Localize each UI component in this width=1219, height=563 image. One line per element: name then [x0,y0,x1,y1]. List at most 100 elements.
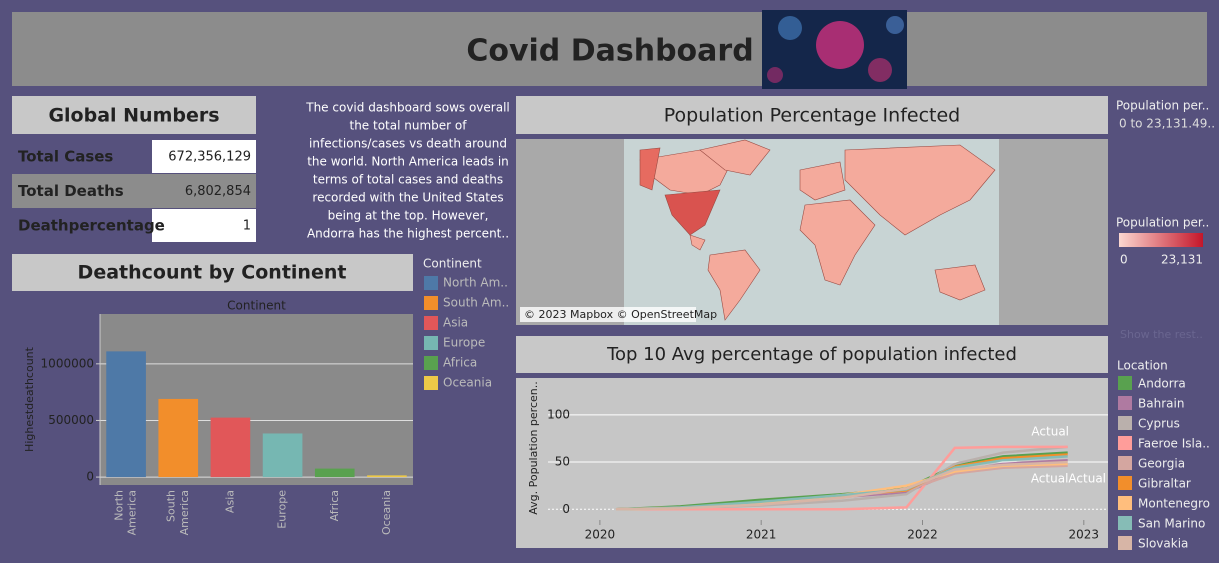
legend-label: Slovakia [1138,537,1188,551]
color-legend-min: 0 [1120,253,1128,267]
legend-label: Gibraltar [1138,477,1191,491]
line-series [615,460,1068,511]
chart-title: Deathcount by Continent [78,262,347,284]
y-axis-label: Avg. Population percen.. [527,381,540,514]
facet-header: Continent [227,299,286,313]
legend-label: Andorra [1138,377,1186,391]
legend-label: South Am.. [443,296,509,310]
legend-swatch [424,296,438,310]
legend-swatch [1118,416,1132,430]
description-line: The covid dashboard sows overall [305,101,510,115]
y-axis-label: Highestdeathcount [23,346,36,452]
legend-label: Africa [443,356,477,370]
plot-area [100,314,413,485]
size-legend-range: 0 to 23,131.49.. [1119,117,1215,131]
y-tick-label: 50 [555,455,570,469]
kpi-label: Deathpercentage [18,217,165,235]
description-line: infections/cases vs death around [309,137,507,151]
bar [367,475,407,478]
kpi-value: 672,356,129 [168,150,251,165]
chart-title: Top 10 Avg percentage of population infe… [606,344,1017,365]
kpi-value: 1 [243,219,251,234]
x-tick-label: 2021 [746,528,777,542]
legend-label: San Marino [1138,517,1205,531]
x-tick-label: NorthAmerica [112,490,138,535]
legend-swatch [424,336,438,350]
legend-swatch [424,356,438,370]
x-tick-label: Oceania [380,490,393,535]
legend-swatch [1118,536,1132,550]
panel-header [12,254,413,291]
global-numbers-title: Global Numbers [48,105,219,127]
kpi-value: 6,802,854 [185,184,251,199]
x-tick-label: 2020 [585,528,616,542]
description-line: the world. North America leads in [307,155,509,169]
legend-label: Bahrain [1138,397,1184,411]
legend-label: North Am.. [443,276,508,290]
legend-swatch [1118,456,1132,470]
legend-label: Oceania [443,376,492,390]
show-rest[interactable]: Show the rest.. [1120,328,1203,341]
map-title: Population Percentage Infected [664,105,960,127]
annotation: Actual [1031,425,1069,439]
legend-swatch [1118,516,1132,530]
description-line: being at the top. However, [328,209,489,223]
legend-label: Europe [443,336,485,350]
y-tick-label: 0 [562,502,570,516]
dashboard-title: Covid Dashboard [466,34,753,69]
color-legend-title: Population per.. [1116,216,1209,230]
header-bar [12,12,1207,86]
description-line: terms of total cases and deaths [313,173,503,187]
x-tick-label: Europe [276,490,289,529]
legend-swatch [1118,476,1132,490]
color-legend-max: 23,131 [1161,253,1203,267]
header-image [762,10,907,89]
bar [210,417,251,478]
global-numbers-header [12,96,256,134]
legend-title: Location [1117,359,1168,373]
kpi-label: Total Deaths [18,182,124,200]
bar [106,351,146,478]
description-line: recorded with the United States [312,191,503,205]
value-box [152,140,256,173]
legend-swatch [424,376,438,390]
row-bg [12,174,256,208]
description-line: the total number of [350,119,468,133]
legend-swatch [424,276,438,290]
legend-swatch [1118,376,1132,390]
description-line: Andorra has the highest percent.. [307,227,509,241]
legend-label: Cyprus [1138,417,1180,431]
line-series [616,445,1068,511]
y-tick-label: 100 [547,407,570,421]
x-tick-label: SouthAmerica [165,490,191,535]
panel-header [516,336,1108,373]
legend-label: Montenegro [1138,497,1210,511]
y-tick-label: 500000 [48,413,94,427]
legend-swatch [1118,396,1132,410]
bar [262,433,303,478]
legend-swatch [1118,436,1132,450]
kpi-label: Total Cases [18,148,113,166]
map-land [639,139,996,321]
map-attribution: © 2023 Mapbox © OpenStreetMap [524,308,717,321]
x-tick-label: 2022 [907,528,938,542]
y-tick-label: 0 [86,470,94,484]
bar [314,468,355,478]
color-legend-ramp [1119,233,1203,247]
y-tick-label: 1000000 [41,356,94,370]
value-box [152,209,256,242]
legend-swatch [424,316,438,330]
attribution-bg [520,307,696,322]
legend-title: Continent [423,257,482,271]
size-legend-title: Population per.. [1116,99,1209,113]
annotation: ActualActual [1031,472,1106,486]
map-header [516,96,1108,134]
x-tick-label: Africa [328,490,341,521]
legend-label: Georgia [1138,457,1185,471]
x-tick-label: Asia [223,490,236,513]
legend-label: Faeroe Isla.. [1138,437,1210,451]
x-tick-label: 2023 [1069,528,1100,542]
legend-swatch [1118,496,1132,510]
legend-label: Asia [443,316,468,330]
